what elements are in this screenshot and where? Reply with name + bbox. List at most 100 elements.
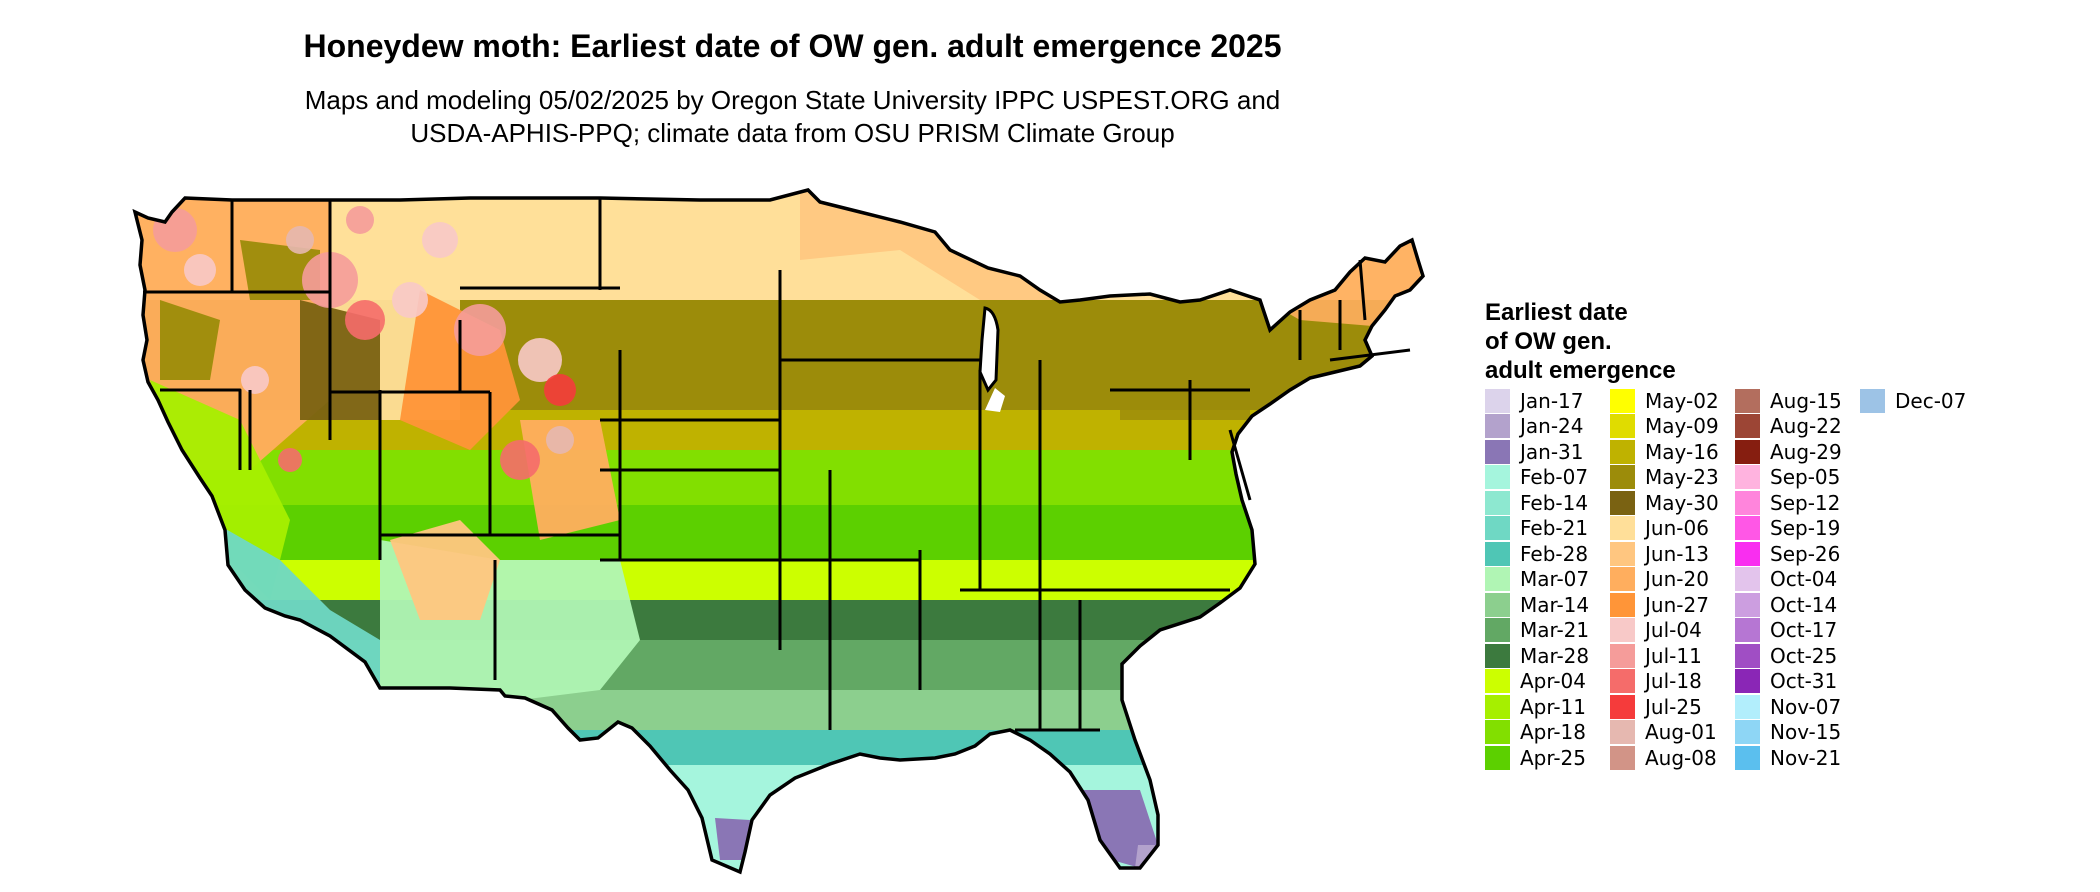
legend-label: May-23 [1645,465,1719,490]
legend-label: Jun-27 [1645,592,1709,617]
legend-swatch [1485,592,1510,617]
legend-swatch [1735,388,1760,413]
legend-label: Jun-06 [1645,516,1709,541]
legend-swatch [1735,720,1760,745]
legend-label: Nov-15 [1770,720,1842,745]
legend-swatch [1735,567,1760,592]
legend-swatch [1735,414,1760,439]
legend-label: Sep-12 [1770,490,1841,515]
subtitle-line-2: USDA-APHIS-PPQ; climate data from OSU PR… [410,118,1175,148]
legend-swatch [1485,490,1510,515]
legend-label: Apr-25 [1520,745,1586,770]
legend-swatch [1610,414,1635,439]
legend-label: Oct-14 [1770,592,1838,617]
legend-item: Jul-04 [1610,618,1702,644]
legend-swatch [1485,414,1510,439]
legend-swatch [1485,439,1510,464]
legend-title-line-2: of OW gen. [1485,328,1612,355]
legend-item: May-02 [1610,388,1719,414]
legend-swatch [1735,516,1760,541]
legend-item: Aug-08 [1610,745,1717,771]
legend-item: Aug-22 [1735,414,1842,440]
legend-item: Oct-04 [1735,567,1837,593]
legend-item: Feb-07 [1485,465,1588,491]
legend-swatch [1485,388,1510,413]
legend-item: Sep-05 [1735,465,1840,491]
legend-label: Apr-18 [1520,720,1586,745]
legend-label: Jan-24 [1520,414,1584,439]
legend-swatch [1735,490,1760,515]
legend-item: Nov-21 [1735,745,1841,771]
legend-label: Aug-22 [1770,414,1842,439]
legend-item: Nov-15 [1735,720,1841,746]
legend-swatch [1610,745,1635,770]
legend-item: Jul-11 [1610,643,1702,669]
legend-item: Jul-25 [1610,694,1702,720]
map-subtitle: Maps and modeling 05/02/2025 by Oregon S… [0,84,1585,150]
legend-swatch [1735,439,1760,464]
legend-label: Jul-11 [1645,643,1702,668]
legend-item: May-09 [1610,414,1719,440]
legend-swatch [1610,465,1635,490]
legend-item: Jan-24 [1485,414,1584,440]
legend-swatch [1610,439,1635,464]
legend-label: Mar-21 [1520,618,1590,643]
legend-label: Feb-28 [1520,541,1589,566]
legend-swatch [1485,567,1510,592]
legend-swatch [1610,643,1635,668]
legend-item: Sep-12 [1735,490,1840,516]
legend-item: Aug-29 [1735,439,1842,465]
legend-swatch [1610,490,1635,515]
legend-label: Jul-25 [1645,694,1702,719]
legend-swatch [1485,541,1510,566]
legend-swatch [1485,516,1510,541]
legend-item: Mar-14 [1485,592,1589,618]
legend-item: Jul-18 [1610,669,1702,695]
legend-swatch [1735,694,1760,719]
legend-swatch [1610,541,1635,566]
legend-item: Dec-07 [1860,388,1966,414]
legend-item: Feb-14 [1485,490,1588,516]
legend-label: Feb-14 [1520,490,1589,515]
legend-item: Feb-28 [1485,541,1588,567]
legend-swatch [1735,541,1760,566]
legend-swatch [1610,694,1635,719]
map-title: Honeydew moth: Earliest date of OW gen. … [303,28,1282,64]
legend-swatch [1735,465,1760,490]
legend-label: Aug-15 [1770,388,1842,413]
legend-label: May-02 [1645,388,1719,413]
legend-label: Oct-31 [1770,669,1838,694]
legend-swatch [1485,465,1510,490]
legend-item: Nov-07 [1735,694,1841,720]
legend-swatch [1610,720,1635,745]
legend-swatch [1610,516,1635,541]
legend-label: Jul-04 [1645,618,1702,643]
legend-swatch [1485,694,1510,719]
legend-label: Aug-08 [1645,745,1717,770]
legend-swatch [1610,388,1635,413]
legend-swatch [1735,669,1760,694]
legend-label: Sep-26 [1770,541,1841,566]
legend-item: Oct-17 [1735,618,1837,644]
legend-swatch [1735,643,1760,668]
legend-item: May-16 [1610,439,1719,465]
legend-label: Nov-21 [1770,745,1842,770]
legend-item: May-23 [1610,465,1719,491]
legend-label: Feb-07 [1520,465,1589,490]
legend-swatch [1485,618,1510,643]
legend-swatch [1610,618,1635,643]
legend-swatch [1735,618,1760,643]
legend-swatch [1485,669,1510,694]
legend-swatch [1735,745,1760,770]
legend-label: Jan-17 [1520,388,1584,413]
legend-swatch [1485,643,1510,668]
legend-swatch [1735,592,1760,617]
legend-item: Sep-26 [1735,541,1840,567]
legend-label: Jun-13 [1645,541,1709,566]
legend-label: Sep-19 [1770,516,1841,541]
legend-label: Nov-07 [1770,694,1842,719]
legend-swatch [1485,745,1510,770]
legend-item: Jun-13 [1610,541,1709,567]
legend-label: Jul-18 [1645,669,1702,694]
legend-item: Sep-19 [1735,516,1840,542]
